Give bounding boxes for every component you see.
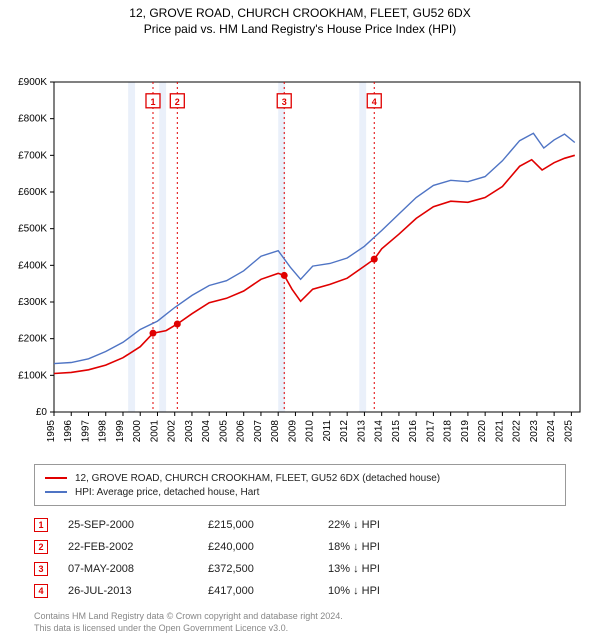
x-tick-label: 2003	[184, 420, 195, 443]
sales-date: 26-JUL-2013	[68, 585, 208, 597]
legend-label: 12, GROVE ROAD, CHURCH CROOKHAM, FLEET, …	[75, 473, 440, 484]
x-tick-label: 2014	[374, 420, 385, 443]
title-subtitle: Price paid vs. HM Land Registry's House …	[0, 22, 600, 36]
x-tick-label: 2023	[529, 420, 540, 443]
x-tick-label: 2004	[201, 420, 212, 443]
x-tick-label: 1999	[115, 420, 126, 443]
title-address: 12, GROVE ROAD, CHURCH CROOKHAM, FLEET, …	[0, 6, 600, 20]
x-tick-label: 1995	[46, 420, 57, 443]
x-tick-label: 2010	[305, 420, 316, 443]
sale-dot	[371, 256, 378, 263]
legend-swatch	[45, 477, 67, 479]
sales-row: 4 26-JUL-2013£417,00010% ↓ HPI	[34, 580, 566, 602]
x-tick-label: 2015	[391, 420, 402, 443]
chart: £0 £100K £200K £300K £400K £500K £600K £700K £80…	[0, 36, 600, 458]
sales-delta: 18% ↓ HPI	[328, 541, 448, 553]
x-tick-label: 2019	[460, 420, 471, 443]
legend: 12, GROVE ROAD, CHURCH CROOKHAM, FLEET, …	[34, 464, 566, 506]
x-tick-label: 2001	[149, 420, 160, 443]
sale-dot	[174, 321, 181, 328]
sale-dot	[149, 330, 156, 337]
chart-svg: £0 £100K £200K £300K £400K £500K £600K £700K £80…	[0, 36, 600, 458]
sales-price: £372,500	[208, 563, 328, 575]
sales-date: 22-FEB-2002	[68, 541, 208, 553]
sales-row: 3 07-MAY-2008£372,50013% ↓ HPI	[34, 558, 566, 580]
x-tick-label: 2018	[443, 420, 454, 443]
sales-row: 2 22-FEB-2002£240,00018% ↓ HPI	[34, 536, 566, 558]
x-tick-label: 2025	[563, 420, 574, 443]
x-tick-label: 2002	[167, 420, 178, 443]
x-tick-label: 2011	[322, 420, 333, 442]
sales-date: 07-MAY-2008	[68, 563, 208, 575]
chart-titles: 12, GROVE ROAD, CHURCH CROOKHAM, FLEET, …	[0, 0, 600, 36]
y-tick-label: £300K	[18, 297, 47, 308]
y-tick-label: £100K	[18, 370, 47, 381]
footnote-line2: This data is licensed under the Open Gov…	[34, 622, 566, 634]
y-tick-label: £900K	[18, 77, 47, 88]
x-tick-label: 2020	[477, 420, 488, 443]
sales-price: £215,000	[208, 519, 328, 531]
footnote-line1: Contains HM Land Registry data © Crown c…	[34, 610, 566, 622]
x-tick-label: 2016	[408, 420, 419, 443]
x-tick-label: 2024	[546, 420, 557, 443]
legend-label: HPI: Average price, detached house, Hart	[75, 487, 259, 498]
x-tick-label: 1997	[80, 420, 91, 443]
sales-row: 1 25-SEP-2000£215,00022% ↓ HPI	[34, 514, 566, 536]
footnote: Contains HM Land Registry data © Crown c…	[34, 610, 566, 634]
y-tick-label: £700K	[18, 150, 47, 161]
legend-item: HPI: Average price, detached house, Hart	[45, 485, 555, 499]
x-tick-label: 2017	[425, 420, 436, 443]
legend-item: 12, GROVE ROAD, CHURCH CROOKHAM, FLEET, …	[45, 471, 555, 485]
x-tick-label: 2009	[287, 420, 298, 443]
sales-table: 1 25-SEP-2000£215,00022% ↓ HPI 2 22-FEB-200…	[34, 514, 566, 602]
y-tick-label: £800K	[18, 114, 47, 125]
sales-price: £240,000	[208, 541, 328, 553]
sales-marker: 4	[34, 584, 48, 598]
x-tick-label: 2008	[270, 420, 281, 443]
x-tick-label: 2012	[339, 420, 350, 443]
event-marker: 2	[175, 97, 180, 107]
x-tick-label: 2013	[356, 420, 367, 443]
sales-delta: 13% ↓ HPI	[328, 563, 448, 575]
x-tick-label: 1998	[98, 420, 109, 443]
event-marker: 3	[282, 97, 287, 107]
x-tick-label: 2006	[236, 420, 247, 443]
page: 12, GROVE ROAD, CHURCH CROOKHAM, FLEET, …	[0, 0, 600, 634]
y-tick-label: £500K	[18, 224, 47, 235]
sales-marker: 2	[34, 540, 48, 554]
y-tick-label: £400K	[18, 260, 47, 271]
event-marker: 1	[150, 97, 155, 107]
sales-marker: 1	[34, 518, 48, 532]
x-tick-label: 2000	[132, 420, 143, 443]
sale-dot	[281, 272, 288, 279]
sales-delta: 10% ↓ HPI	[328, 585, 448, 597]
x-tick-label: 1996	[63, 420, 74, 443]
x-tick-label: 2007	[253, 420, 264, 443]
sales-delta: 22% ↓ HPI	[328, 519, 448, 531]
sales-price: £417,000	[208, 585, 328, 597]
event-marker: 4	[372, 97, 377, 107]
y-tick-label: £200K	[18, 334, 47, 345]
legend-swatch	[45, 491, 67, 493]
x-tick-label: 2005	[218, 420, 229, 443]
x-tick-label: 2022	[512, 420, 523, 443]
x-tick-label: 2021	[494, 420, 505, 443]
y-tick-label: £600K	[18, 187, 47, 198]
y-tick-label: £0	[36, 407, 48, 418]
sales-marker: 3	[34, 562, 48, 576]
sales-date: 25-SEP-2000	[68, 519, 208, 531]
